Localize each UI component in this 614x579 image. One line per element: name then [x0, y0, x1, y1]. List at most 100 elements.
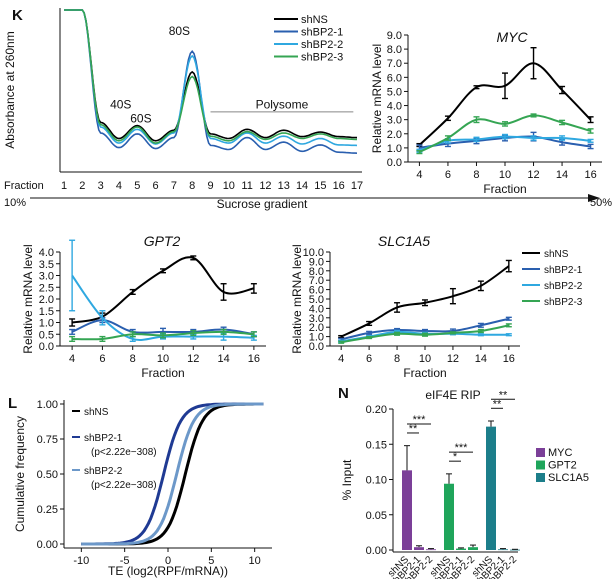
K3-y-tick-label: 2.5	[39, 282, 54, 294]
k1-fraction-tick: 16	[333, 180, 345, 192]
n-sig-label: **	[493, 398, 502, 410]
l-x-tick-label: 0	[165, 555, 171, 567]
gradient-start-label: 10%	[4, 197, 26, 209]
K4-title: SLC1A5	[378, 233, 430, 249]
K4-x-tick-label: 16	[503, 353, 515, 365]
l-y-tick-label: 1.00	[37, 399, 58, 411]
k1-fraction-tick: 4	[116, 180, 122, 192]
k1-series-shBP2-3	[64, 9, 357, 144]
panel-label-l: L	[8, 395, 17, 412]
n-y-tick-label: 0.20	[366, 404, 387, 416]
K2-x-tick-label: 4	[416, 169, 422, 181]
K4-x-tick-label: 14	[475, 353, 487, 365]
l-y-tick-label: 0.75	[37, 434, 58, 446]
k1-fraction-tick: 1	[61, 180, 67, 192]
K3-y-tick-label: 3.0	[39, 271, 54, 283]
K2-x-tick-label: 14	[556, 169, 568, 181]
n-sig-label: *	[453, 451, 458, 463]
K3-y-tick-label: 4.0	[39, 247, 54, 259]
k1-series-shBP2-1	[64, 9, 358, 154]
n-bar-GPT2	[468, 547, 478, 550]
K4-y-tick-label: 3.0	[309, 313, 324, 325]
K2-y-tick-label: 7.0	[387, 58, 402, 70]
n-y-tick-label: 0.00	[366, 545, 387, 557]
K4-x-tick-label: 6	[366, 353, 372, 365]
K4-y-tick-label: 9.0	[309, 256, 324, 268]
k1-fraction-tick: 17	[351, 180, 363, 192]
k1-fraction-tick: 6	[153, 180, 159, 192]
l-legend-label: shNS	[84, 407, 109, 418]
K3-title: GPT2	[144, 233, 181, 249]
K4-y-tick-label: 8.0	[309, 266, 324, 278]
k1-fraction-tick: 9	[207, 180, 213, 192]
K4-y-tick-label: 6.0	[309, 285, 324, 297]
k4-legend-label: shBP2-3	[544, 297, 583, 308]
n-bar-SLC1A5	[486, 426, 496, 550]
n-sig-label: ***	[455, 442, 469, 454]
K2-y-tick-label: 8.0	[387, 44, 402, 56]
peak-label-60s: 60S	[130, 111, 151, 125]
n-bar-MYC	[402, 470, 412, 550]
K3-x-tick-label: 14	[217, 353, 229, 365]
K3-x-tick-label: 6	[99, 353, 105, 365]
k1-legend-label: shBP2-2	[301, 39, 343, 51]
K2-title: MYC	[496, 29, 528, 45]
n-bar-GPT2	[444, 483, 454, 550]
n-legend-swatch-SLC1A5	[536, 473, 545, 482]
K4-y-tick-label: 10.0	[303, 247, 324, 259]
K3-y-label: Relative mRNA level	[21, 244, 35, 353]
k1-series-shNS	[64, 9, 358, 142]
K3-x-tick-label: 10	[157, 353, 169, 365]
n-title: eIF4E RIP	[425, 388, 480, 402]
K4-x-tick-label: 4	[338, 353, 344, 365]
K4-y-tick-label: 7.0	[309, 275, 324, 287]
K3-x-tick-label: 12	[187, 353, 199, 365]
k1-fraction-tick: 5	[134, 180, 140, 192]
n-sig-label: **	[499, 389, 508, 401]
panel-label-k: K	[12, 7, 23, 24]
K2-x-label: Fraction	[483, 182, 526, 196]
k1-legend-label: shNS	[301, 14, 328, 26]
l-x-tick-label: 5	[208, 555, 214, 567]
K2-x-tick-label: 16	[584, 169, 596, 181]
l-legend-label: shBP2-2	[84, 466, 123, 477]
n-y-label: % Input	[340, 459, 354, 500]
n-bar-SLC1A5	[510, 549, 520, 551]
k1-x-label: Sucrose gradient	[217, 197, 308, 211]
k1-fraction-tick: 14	[296, 180, 308, 192]
n-bar-SLC1A5	[498, 549, 508, 551]
k1-fraction-tick: 3	[98, 180, 104, 192]
K2-y-tick-label: 9.0	[387, 30, 402, 42]
k1-legend-label: shBP2-1	[301, 27, 343, 39]
k4-legend-label: shBP2-1	[544, 265, 583, 276]
polysome-label: Polysome	[256, 98, 309, 112]
gradient-arrowhead	[588, 194, 600, 202]
k1-fraction-tick: 12	[259, 180, 271, 192]
k4-legend-label: shNS	[544, 249, 569, 260]
n-bar-MYC	[426, 549, 436, 551]
peak-label-40s: 40S	[110, 98, 131, 112]
l-legend-label: shBP2-1	[84, 433, 123, 444]
l-series-shBP2-2	[81, 402, 264, 546]
n-sig-label: ***	[413, 414, 427, 426]
K3-y-tick-label: 2.0	[39, 294, 54, 306]
K4-x-tick-label: 10	[419, 353, 431, 365]
K2-y-tick-label: 2.0	[387, 129, 402, 141]
K3-y-tick-label: 1.5	[39, 306, 54, 318]
K4-x-tick-label: 8	[394, 353, 400, 365]
gradient-end-label: 50%	[590, 197, 612, 209]
K2-y-tick-label: 6.0	[387, 72, 402, 84]
n-y-tick-label: 0.15	[366, 439, 387, 451]
K3-y-tick-label: 3.5	[39, 259, 54, 271]
K4-x-label: Fraction	[403, 366, 446, 380]
l-y-tick-label: 0.25	[37, 504, 58, 516]
l-x-tick-label: -10	[73, 555, 89, 567]
K2-x-tick-label: 6	[445, 169, 451, 181]
l-y-tick-label: 0.50	[37, 469, 58, 481]
l-y-label: Cumulative frequency	[13, 416, 27, 532]
k4-legend-label: shBP2-2	[544, 281, 583, 292]
k1-legend-label: shBP2-3	[301, 52, 343, 64]
l-legend-pvalue: (p<2.22e−308)	[91, 480, 157, 491]
K3-x-label: Fraction	[141, 366, 184, 380]
n-bar-MYC	[414, 547, 424, 550]
